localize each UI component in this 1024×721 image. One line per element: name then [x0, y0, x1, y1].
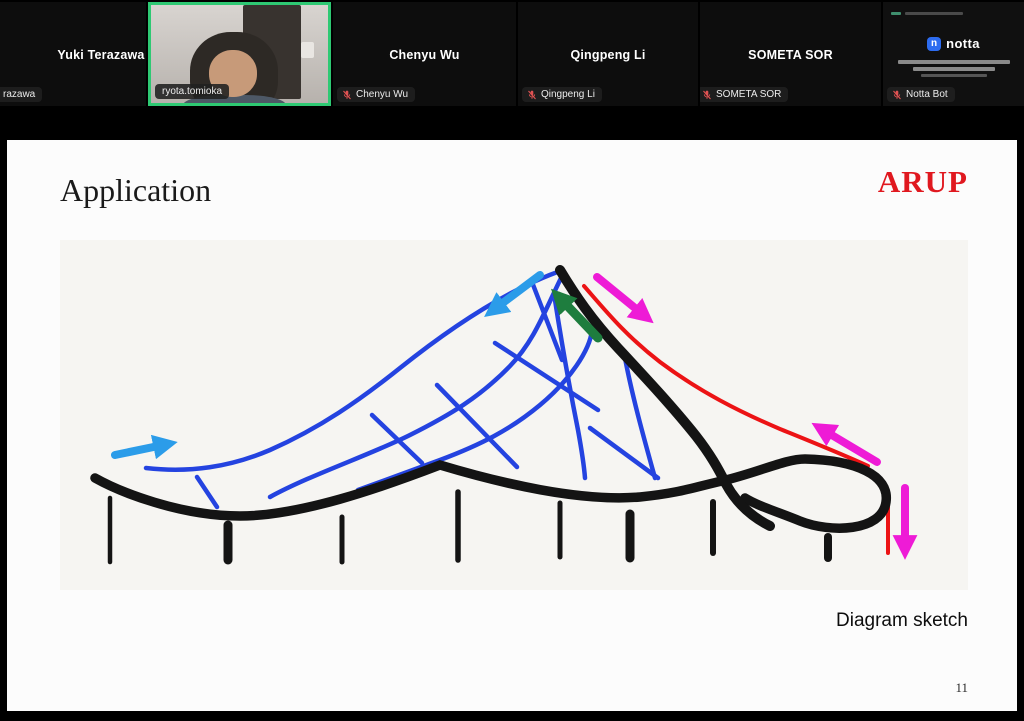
- cable-net-cross-strokes: [194, 279, 661, 510]
- participant-name: SOMETA SOR: [748, 48, 833, 62]
- name-tag: Notta Bot: [887, 87, 955, 102]
- name-tag: SOMETA SOR: [700, 87, 789, 102]
- diagram-caption: Diagram sketch: [836, 610, 968, 631]
- participant-tile-someta[interactable]: SOMETA SOR SOMETA SOR: [700, 2, 881, 106]
- name-tag: ryota.tomioka: [155, 84, 230, 99]
- participant-tile-yuki[interactable]: Yuki Terazawa razawa: [0, 2, 146, 106]
- magenta-arrow-up-left: [811, 422, 881, 466]
- participant-name: Chenyu Wu: [389, 48, 460, 62]
- peak-descent-line: [555, 265, 775, 531]
- notta-wordmark: notta: [946, 36, 980, 51]
- participant-name: Yuki Terazawa: [57, 48, 145, 62]
- arup-logo: ARUP: [877, 164, 968, 199]
- notta-caption-lines: [883, 60, 1024, 77]
- participant-strip: Yuki Terazawa razawa ryota.tomioka Cheny…: [0, 0, 1024, 110]
- participant-name: Qingpeng Li: [570, 48, 646, 62]
- name-tag: Qingpeng Li: [522, 87, 602, 102]
- shared-screen-slide: Application ARUP: [7, 140, 1017, 711]
- blue-arrow-down-left: [484, 271, 544, 317]
- name-tag: Chenyu Wu: [337, 87, 416, 102]
- participant-tile-qingpeng[interactable]: Qingpeng Li Qingpeng Li: [518, 2, 698, 106]
- support-ticks: [107, 489, 832, 565]
- muted-mic-icon: [343, 90, 351, 99]
- slide-page-number: 11: [955, 680, 968, 695]
- light-switch-shape: [301, 42, 314, 58]
- participant-tile-chenyu[interactable]: Chenyu Wu Chenyu Wu: [333, 2, 516, 106]
- ground-wave-line: [90, 454, 891, 533]
- name-tag: razawa: [0, 87, 43, 102]
- roof-sketch-diagram: [60, 240, 968, 590]
- blue-arrow-right: [111, 434, 178, 460]
- magenta-arrow-down-right: [593, 273, 654, 324]
- muted-mic-icon: [528, 90, 536, 99]
- video-background: [151, 5, 328, 103]
- notta-logo: n notta: [883, 36, 1024, 51]
- cable-net-curves: [143, 267, 658, 500]
- green-arrow-up-left: [551, 288, 603, 343]
- notta-status-line: [891, 12, 963, 15]
- participant-tile-notta-bot[interactable]: n notta Notta Bot: [883, 2, 1024, 106]
- slide-title: Application: [60, 172, 212, 208]
- participant-tile-ryota-video[interactable]: ryota.tomioka: [148, 2, 331, 106]
- muted-mic-icon: [893, 90, 901, 99]
- notta-logo-icon: n: [927, 36, 942, 51]
- person-shirt-shape: [182, 95, 286, 103]
- muted-mic-icon: [703, 90, 711, 99]
